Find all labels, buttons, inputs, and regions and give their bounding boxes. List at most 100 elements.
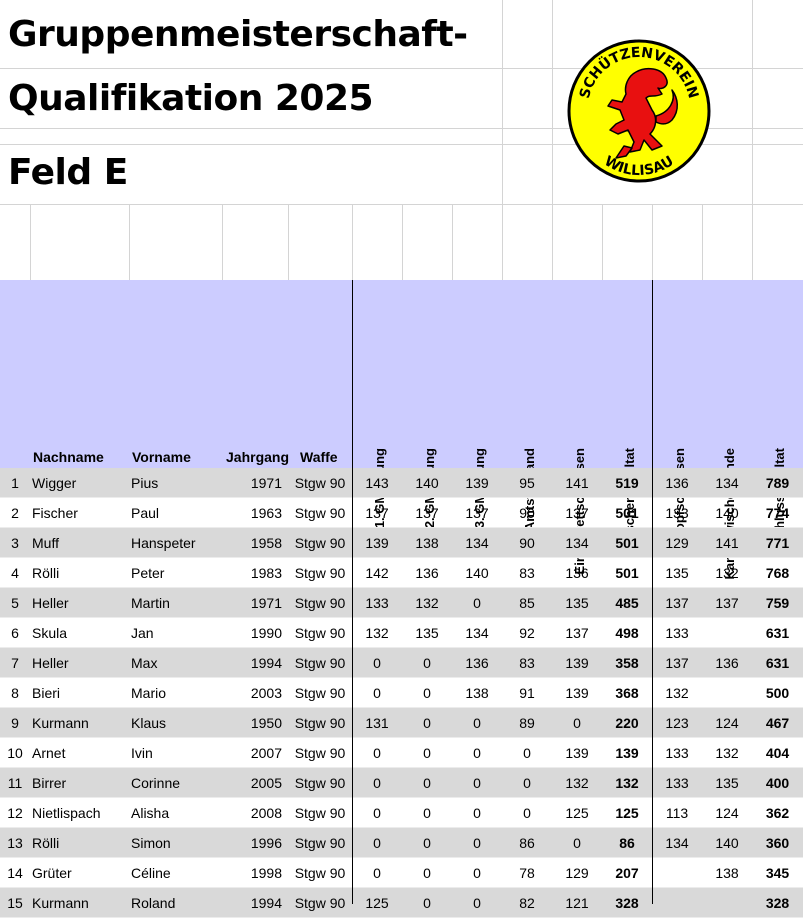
cell-zwischenresultat: 501 [602,527,652,558]
cell-rang: 8 [0,677,30,708]
cell-waffe: Stgw 90 [288,737,352,768]
cell-gm3: 0 [452,797,502,828]
club-logo: SCHÜTZENVEREIN WILLISAU [567,39,711,183]
table-row: 7 Heller Max 1994 Stgw 90 0 0 136 83 139 358 137 136… [0,647,803,678]
cell-nachname: Kurmann [30,887,129,918]
cell-rang: 1 [0,468,30,498]
header-amtsverband: Amtsverband [520,284,540,531]
cell-gm2: 0 [402,647,452,678]
cell-vorname: Jan [129,617,222,648]
header-zopfschiessen: Zopfschiessen [670,284,690,539]
cell-jahrgang: 1971 [222,468,288,498]
cell-gm3: 0 [452,887,502,918]
cell-amtsverband: 78 [502,857,552,888]
cell-einzel: 136 [552,557,602,588]
header-waffe: Waffe [300,449,338,465]
cell-zopf: 137 [652,647,702,678]
cell-gm1: 131 [352,707,402,738]
cell-gm2: 138 [402,527,452,558]
cell-rang: 9 [0,707,30,738]
cell-gm3: 134 [452,527,502,558]
cell-zwischenresultat: 220 [602,707,652,738]
cell-gm1: 133 [352,587,402,618]
cell-nachname: Muff [30,527,129,558]
cell-kant: 138 [702,857,752,888]
cell-nachname: Nietlispach [30,797,129,828]
cell-waffe: Stgw 90 [288,677,352,708]
table-row: 11 Birrer Corinne 2005 Stgw 90 0 0 0 0 132 132 133 1… [0,767,803,798]
cell-schlussresultat: 771 [752,527,803,558]
cell-gm2: 0 [402,737,452,768]
cell-gm2: 0 [402,707,452,738]
cell-zwischenresultat: 501 [602,497,652,528]
cell-schlussresultat: 362 [752,797,803,828]
cell-nachname: Skula [30,617,129,648]
cell-waffe: Stgw 90 [288,497,352,528]
cell-gm2: 0 [402,677,452,708]
cell-waffe: Stgw 90 [288,767,352,798]
cell-gm2: 0 [402,797,452,828]
cell-gm1: 143 [352,468,402,498]
cell-kant: 134 [702,468,752,498]
header-vorname: Vorname [132,449,191,465]
cell-gm2: 0 [402,887,452,918]
cell-waffe: Stgw 90 [288,857,352,888]
cell-jahrgang: 1963 [222,497,288,528]
cell-waffe: Stgw 90 [288,587,352,618]
cell-rang: 7 [0,647,30,678]
cell-gm3: 138 [452,677,502,708]
cell-jahrgang: 1971 [222,587,288,618]
table-row: 12 Nietlispach Alisha 2008 Stgw 90 0 0 0 0 125 125… [0,797,803,828]
cell-gm1: 0 [352,767,402,798]
cell-waffe: Stgw 90 [288,557,352,588]
cell-gm2: 136 [402,557,452,588]
cell-kant: 140 [702,827,752,858]
header-schlussresultat: Schlussresultat [770,284,790,545]
cell-gm1: 0 [352,647,402,678]
cell-zopf: 132 [652,677,702,708]
cell-gm3: 139 [452,468,502,498]
cell-zwischenresultat: 139 [602,737,652,768]
cell-vorname: Max [129,647,222,678]
cell-gm3: 0 [452,587,502,618]
cell-waffe: Stgw 90 [288,468,352,498]
cell-nachname: Wigger [30,468,129,498]
cell-vorname: Corinne [129,767,222,798]
cell-jahrgang: 2008 [222,797,288,828]
cell-zopf: 135 [652,557,702,588]
cell-schlussresultat: 759 [752,587,803,618]
cell-waffe: Stgw 90 [288,887,352,918]
cell-gm1: 0 [352,677,402,708]
cell-zopf: 133 [652,737,702,768]
cell-amtsverband: 83 [502,647,552,678]
cell-zwischenresultat: 125 [602,797,652,828]
table-row: 4 Rölli Peter 1983 Stgw 90 142 136 140 83 136 501 1… [0,557,803,588]
cell-kant [702,887,752,918]
cell-gm2: 132 [402,587,452,618]
cell-rang: 14 [0,857,30,888]
cell-einzel: 139 [552,677,602,708]
cell-jahrgang: 2003 [222,677,288,708]
cell-rang: 15 [0,887,30,918]
cell-kant: 135 [702,767,752,798]
cell-kant: 137 [702,587,752,618]
cell-kant: 132 [702,737,752,768]
cell-vorname: Hanspeter [129,527,222,558]
cell-einzel: 139 [552,647,602,678]
title-line-1: Gruppenmeisterschaft- [8,14,468,55]
cell-zopf: 137 [652,587,702,618]
cell-amtsverband: 89 [502,707,552,738]
cell-rang: 2 [0,497,30,528]
cell-zopf: 133 [652,617,702,648]
cell-zopf: 129 [652,527,702,558]
cell-gm3: 0 [452,857,502,888]
header-gm2: 2. GM Übung [420,284,440,528]
header-jahrgang: Jahrgang [226,449,290,465]
header-zwischenresultat: Zwischenresultat [622,448,637,555]
cell-schlussresultat: 768 [752,557,803,588]
cell-einzel: 129 [552,857,602,888]
cell-schlussresultat: 631 [752,617,803,648]
cell-schlussresultat: 345 [752,857,803,888]
table-row: 9 Kurmann Klaus 1950 Stgw 90 131 0 0 89 0 220 123 12… [0,707,803,738]
sheet-grid [0,0,803,280]
